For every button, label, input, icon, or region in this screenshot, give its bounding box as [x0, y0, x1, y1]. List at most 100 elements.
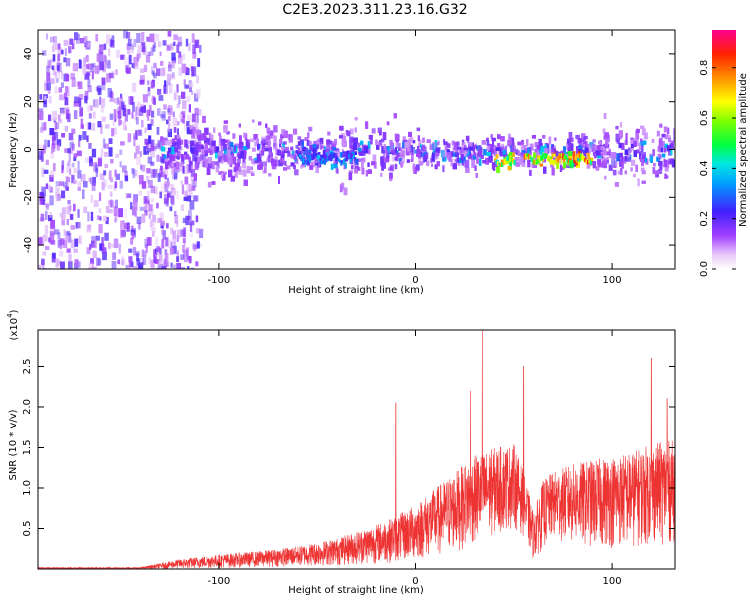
heatmap-cell [663, 126, 668, 133]
heatmap-cell [602, 128, 606, 134]
heatmap-cell [263, 161, 267, 167]
snr-ytick-label: 0.5 [22, 521, 33, 537]
heatmap-cell [71, 162, 75, 168]
heatmap-cell [405, 147, 410, 156]
heatmap-cell [250, 166, 253, 170]
heatmap-cell [173, 127, 177, 133]
heatmap-cell [219, 135, 222, 143]
heatmap-cell [59, 94, 64, 101]
heatmap-cell [472, 155, 477, 160]
heatmap-cell [293, 165, 296, 170]
heatmap-cell [572, 151, 576, 159]
heatmap-cell [201, 148, 204, 154]
heatmap-cell [620, 155, 624, 160]
heatmap-cell [144, 127, 147, 133]
heatmap-cell [467, 137, 470, 144]
heatmap-cell [611, 158, 615, 166]
heatmap-cell [417, 146, 420, 153]
heatmap-cell [62, 213, 66, 221]
heatmap-cell [190, 267, 195, 269]
heatmap-cell [279, 139, 283, 145]
heatmap-cell [176, 84, 179, 93]
heatmap-cell [456, 157, 460, 163]
heatmap-cell [87, 79, 91, 87]
heatmap-cell [477, 145, 482, 154]
heatmap-cell [406, 159, 410, 163]
heatmap-cell [621, 156, 627, 164]
heatmap-cell [461, 154, 464, 160]
heatmap-cell [116, 50, 121, 59]
heatmap-cell [160, 136, 164, 142]
heatmap-cell [565, 164, 570, 168]
heatmap-cell [96, 257, 101, 266]
heatmap-cell [61, 216, 65, 226]
heatmap-cell [146, 141, 150, 150]
heatmap-cell [50, 151, 55, 159]
heatmap-cell [457, 161, 461, 166]
heatmap-cell [368, 149, 371, 155]
heatmap-cell [152, 169, 157, 177]
heatmap-cell [74, 238, 79, 247]
heatmap-cell [424, 152, 429, 160]
heatmap-cell [114, 181, 118, 189]
heatmap-ridge-cell [527, 153, 531, 160]
heatmap-cell [148, 214, 151, 219]
heatmap-cell [523, 145, 527, 151]
heatmap-cell [176, 256, 180, 262]
heatmap-cell [400, 155, 405, 164]
heatmap-cell [592, 144, 596, 152]
heatmap-cell [581, 149, 584, 153]
heatmap-cell [65, 206, 70, 215]
heatmap-cell [576, 151, 581, 156]
heatmap-cell [182, 217, 186, 224]
heatmap-cell [168, 139, 172, 146]
heatmap-cell [333, 163, 338, 169]
heatmap-ridge-cell [570, 160, 573, 164]
heatmap-cell [418, 139, 422, 146]
heatmap-cell [47, 114, 52, 122]
heatmap-cell [128, 96, 132, 105]
heatmap-cell [578, 155, 582, 162]
heatmap-cell [517, 151, 521, 156]
heatmap-cell [143, 250, 147, 257]
heatmap-cell [230, 175, 235, 182]
heatmap-cell [194, 195, 199, 202]
heatmap-cell [490, 134, 493, 139]
heatmap-cell [204, 158, 208, 163]
heatmap-cell [615, 125, 619, 130]
heatmap-ridge-cell [580, 153, 583, 160]
heatmap-cell [106, 34, 111, 44]
heatmap-xtick-label: -100 [208, 275, 231, 286]
heatmap-cell [639, 151, 642, 156]
heatmap-ridge-cell [544, 153, 547, 159]
heatmap-cell [666, 145, 671, 152]
heatmap-cell [381, 162, 384, 171]
heatmap-cell [341, 141, 345, 147]
snr-ytick-label: 1.5 [22, 440, 33, 456]
heatmap-cell [153, 97, 156, 105]
heatmap-cell [189, 231, 193, 238]
heatmap-cell [656, 156, 660, 162]
heatmap-cell [597, 150, 601, 156]
colorbar-tick-label: 0.8 [699, 60, 710, 76]
heatmap-cell [156, 246, 161, 252]
heatmap-cell [244, 149, 247, 156]
heatmap-cell [174, 170, 178, 179]
heatmap-cell [396, 152, 400, 158]
heatmap-cell [141, 164, 146, 172]
heatmap-cell [108, 208, 113, 214]
heatmap-cell [141, 249, 144, 258]
heatmap-cell [91, 236, 95, 243]
heatmap-cell [395, 141, 398, 147]
heatmap-cell [409, 137, 414, 143]
heatmap-cell [283, 130, 288, 139]
heatmap-ridge-cell [531, 158, 535, 165]
heatmap-cell [400, 147, 403, 155]
heatmap-cell [102, 179, 107, 188]
heatmap-cell [161, 153, 165, 158]
heatmap-cell [132, 57, 138, 68]
heatmap-cell [640, 145, 644, 152]
heatmap-cell [172, 165, 175, 176]
heatmap-ridge-cell [513, 160, 516, 166]
heatmap-cell [83, 206, 88, 214]
